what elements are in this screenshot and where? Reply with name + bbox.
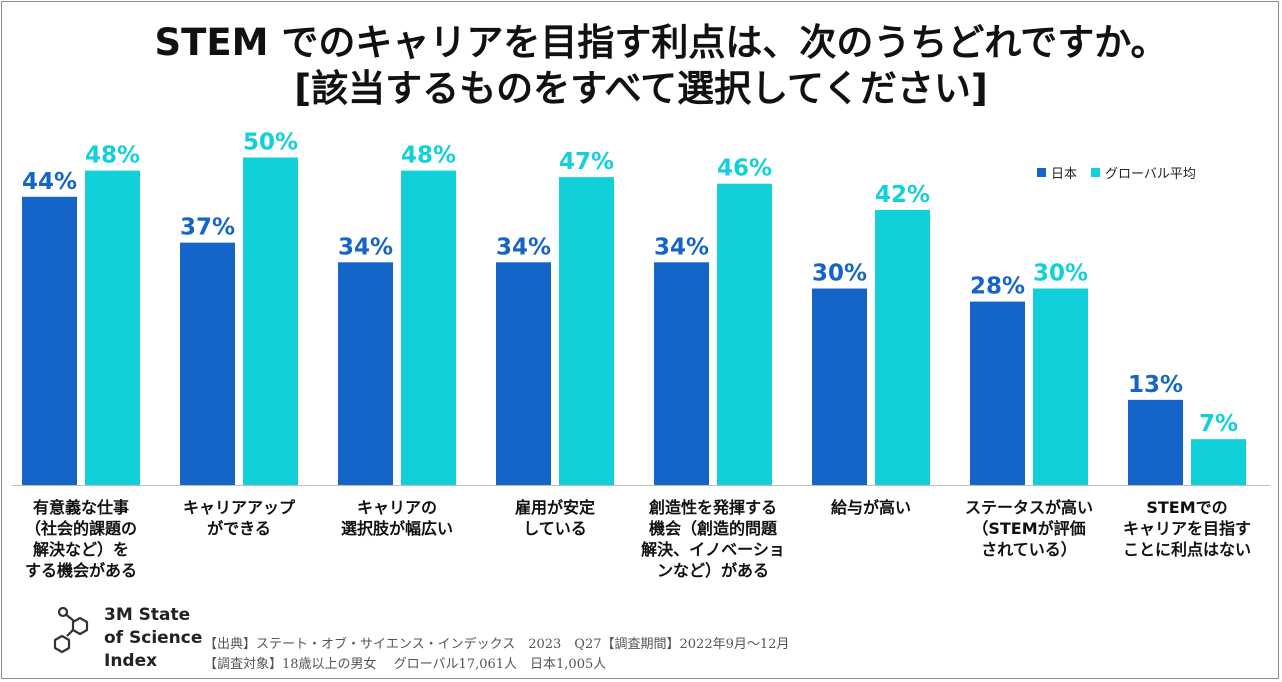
x-tick-label-line: 機会（創造的問題: [648, 519, 777, 538]
x-tick-label-7: STEMでのキャリアを目指す ことに利点はない: [1107, 497, 1267, 560]
x-tick-label-line: 創造性を発揮する: [648, 498, 777, 517]
bar-global-0: [85, 170, 140, 485]
data-label-global-5: 42%: [875, 182, 930, 208]
brand-line2: of Science: [104, 628, 203, 648]
data-label-japan-3: 34%: [496, 234, 551, 260]
data-label-global-1: 50%: [243, 130, 298, 156]
legend-swatch-japan: [1037, 168, 1046, 177]
x-tick-label-line: ステータスが高い: [964, 498, 1093, 517]
bar-global-1: [243, 157, 298, 485]
molecule-logo-icon: [53, 606, 89, 654]
x-tick-label-line: する機会がある: [24, 561, 137, 580]
bar-japan-3: [496, 262, 551, 485]
x-tick-label-6: ステータスが高い （STEMが評価 されている）: [949, 497, 1109, 560]
bar-japan-1: [180, 242, 235, 485]
x-tick-label-3: 雇用が安定 している: [475, 497, 635, 539]
source-note-line1: 【出典】ステート・オブ・サイエンス・インデックス 2023 Q27【調査期間】2…: [204, 637, 790, 652]
x-tick-label-line: 有意義な仕事: [32, 498, 129, 517]
x-tick-label-2: キャリアの選択肢が幅広い: [317, 497, 477, 539]
x-tick-label-line: 解決、イノベーショ: [641, 540, 785, 559]
bar-global-4: [717, 183, 772, 485]
legend-item-global: グローバル平均: [1091, 163, 1196, 182]
x-tick-label-line: キャリアアップ: [182, 498, 295, 517]
brand-line1: 3M State: [104, 605, 191, 625]
x-tick-label-line: 雇用が安定: [514, 498, 595, 517]
bar-japan-0: [22, 196, 77, 486]
data-label-global-0: 48%: [85, 143, 140, 169]
bar-japan-4: [654, 262, 709, 485]
data-label-japan-0: 44%: [22, 169, 77, 195]
data-label-global-3: 47%: [559, 149, 614, 175]
x-tick-label-line: されている）: [981, 540, 1077, 559]
legend-label-japan: 日本: [1051, 167, 1078, 182]
brand-name: 3M State of Science Index: [104, 604, 202, 673]
x-tick-label-line: ができる: [207, 519, 271, 538]
legend-label-global: グローバル平均: [1105, 167, 1196, 182]
x-tick-label-line: 解決など）を: [32, 540, 129, 559]
x-tick-label-4: 創造性を発揮する 機会（創造的問題 解決、イノベーショ ンなど）がある: [633, 497, 793, 581]
legend-item-japan: 日本: [1037, 163, 1077, 182]
data-label-japan-1: 37%: [180, 215, 235, 241]
bar-global-6: [1033, 288, 1088, 485]
data-label-japan-7: 13%: [1128, 372, 1183, 398]
data-label-japan-6: 28%: [970, 274, 1025, 300]
x-tick-label-line: （社会的課題の: [24, 519, 137, 538]
legend-swatch-global: [1091, 168, 1101, 177]
data-label-japan-5: 30%: [812, 261, 867, 287]
data-label-global-7: 7%: [1199, 411, 1238, 437]
data-label-japan-4: 34%: [654, 234, 709, 260]
x-tick-label-line: STEMでの: [1146, 498, 1228, 517]
bar-japan-7: [1128, 399, 1183, 485]
data-label-global-6: 30%: [1033, 261, 1088, 287]
bar-japan-2: [338, 262, 393, 485]
bar-japan-6: [970, 301, 1025, 485]
bar-japan-5: [812, 288, 867, 485]
x-tick-label-line: キャリアの: [356, 498, 437, 517]
x-tick-label-line: ンなど）がある: [656, 561, 769, 580]
x-tick-label-1: キャリアアップ ができる: [159, 497, 319, 539]
source-note-line2: 【調査対象】18歳以上の男女 グローバル17,061人 日本1,005人: [204, 657, 607, 672]
bar-global-2: [401, 170, 456, 485]
chart-title-line2: [該当するものをすべて選択してください]: [294, 67, 988, 110]
x-tick-label-line: 給与が高い: [830, 498, 911, 517]
x-tick-label-line: ことに利点はない: [1122, 540, 1251, 559]
data-label-japan-2: 34%: [338, 234, 393, 260]
brand-line3: Index: [104, 651, 158, 671]
x-tick-label-line: している: [523, 519, 587, 538]
x-tick-label-0: 有意義な仕事 （社会的課題の 解決など）を する機会がある: [1, 497, 161, 581]
data-label-global-2: 48%: [401, 143, 456, 169]
x-tick-label-5: 給与が高い: [791, 497, 951, 518]
data-label-global-4: 46%: [717, 156, 772, 182]
x-tick-label-line: （STEMが評価: [972, 519, 1086, 538]
bar-global-7: [1191, 439, 1246, 485]
x-tick-label-line: キャリアを目指す: [1122, 519, 1251, 538]
bar-global-3: [559, 177, 614, 485]
bar-global-5: [875, 209, 930, 485]
x-tick-label-line: 選択肢が幅広い: [340, 519, 453, 538]
chart-title-line1: STEM でのキャリアを目指す利点は、次のうちどれですか。: [154, 21, 1168, 64]
legend: 日本 グローバル平均: [1037, 163, 1210, 182]
